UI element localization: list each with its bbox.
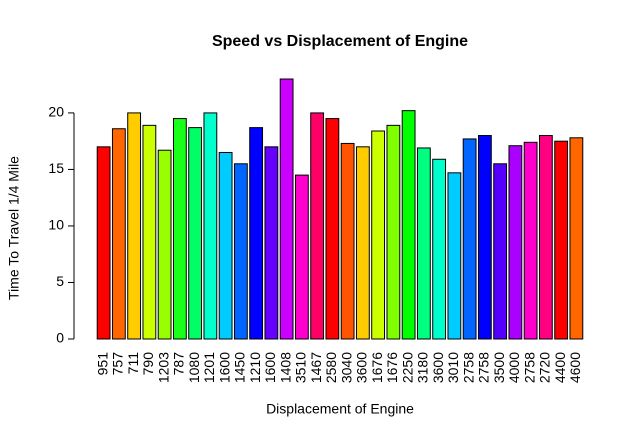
x-axis-label: Displacement of Engine bbox=[266, 401, 414, 417]
bar bbox=[401, 110, 416, 340]
bar bbox=[96, 146, 111, 340]
x-tick-label: 3600 bbox=[430, 352, 446, 383]
bar bbox=[355, 146, 370, 340]
bar bbox=[477, 135, 492, 340]
bar bbox=[264, 146, 279, 340]
y-tick-label: 20 bbox=[48, 104, 64, 120]
bar bbox=[203, 112, 218, 340]
bar bbox=[340, 142, 355, 340]
bar bbox=[111, 128, 126, 340]
y-tick-label: 5 bbox=[56, 273, 64, 289]
bar bbox=[416, 147, 431, 340]
bar bbox=[249, 127, 264, 340]
bar bbox=[386, 124, 401, 340]
x-tick-label: 2250 bbox=[399, 352, 415, 383]
bar bbox=[432, 158, 447, 340]
x-tick-label: 4600 bbox=[567, 352, 583, 383]
x-tick-label: 3600 bbox=[354, 352, 370, 383]
bar bbox=[493, 163, 508, 340]
x-tick-label: 2580 bbox=[323, 352, 339, 383]
x-tick-label: 787 bbox=[171, 352, 187, 376]
x-tick-label: 3040 bbox=[338, 352, 354, 383]
x-tick-label: 711 bbox=[125, 352, 141, 375]
x-tick-label: 790 bbox=[140, 352, 156, 376]
x-tick-label: 1600 bbox=[262, 352, 278, 383]
bar bbox=[172, 118, 187, 340]
bar bbox=[233, 163, 248, 340]
x-tick-label: 2758 bbox=[460, 352, 476, 383]
bar bbox=[508, 145, 523, 340]
bar bbox=[127, 112, 142, 340]
x-tick-label: 2720 bbox=[537, 352, 553, 383]
bar bbox=[554, 140, 569, 340]
bar bbox=[279, 78, 294, 340]
x-tick-label: 4000 bbox=[506, 352, 522, 383]
x-tick-label: 1600 bbox=[216, 352, 232, 383]
bar bbox=[142, 124, 157, 340]
bar bbox=[188, 127, 203, 340]
bar bbox=[157, 149, 172, 340]
y-tick-label: 15 bbox=[48, 160, 64, 176]
x-tick-label: 1080 bbox=[186, 352, 202, 383]
x-tick-label: 1676 bbox=[369, 352, 385, 383]
x-tick-label: 1210 bbox=[247, 352, 263, 383]
bar bbox=[569, 137, 584, 340]
bar bbox=[538, 135, 553, 340]
y-tick-label: 10 bbox=[48, 217, 64, 233]
x-tick-label: 951 bbox=[94, 352, 110, 376]
x-tick-label: 2758 bbox=[521, 352, 537, 383]
x-tick-label: 1201 bbox=[201, 352, 217, 383]
y-axis-label: Time To Travel 1/4 Mile bbox=[6, 156, 22, 300]
bar bbox=[462, 138, 477, 340]
x-tick-label: 1676 bbox=[384, 352, 400, 383]
chart-title: Speed vs Displacement of Engine bbox=[212, 33, 468, 50]
x-tick-label: 3510 bbox=[293, 352, 309, 383]
bar bbox=[310, 112, 325, 340]
x-tick-label: 1467 bbox=[308, 352, 324, 383]
x-tick-label: 3500 bbox=[491, 352, 507, 383]
bar bbox=[371, 130, 386, 340]
y-tick-label: 0 bbox=[56, 330, 64, 346]
bar bbox=[218, 151, 233, 340]
x-tick-label: 3010 bbox=[445, 352, 461, 383]
x-tick-label: 3180 bbox=[415, 352, 431, 383]
x-tick-label: 1408 bbox=[277, 352, 293, 383]
bar bbox=[294, 174, 309, 340]
x-tick-label: 2758 bbox=[476, 352, 492, 383]
x-tick-label: 1450 bbox=[232, 352, 248, 383]
x-tick-label: 1203 bbox=[155, 352, 171, 383]
bar bbox=[325, 118, 340, 340]
bar bbox=[447, 172, 462, 340]
x-tick-label: 4400 bbox=[552, 352, 568, 383]
bar bbox=[523, 141, 538, 340]
x-tick-label: 757 bbox=[110, 352, 126, 376]
